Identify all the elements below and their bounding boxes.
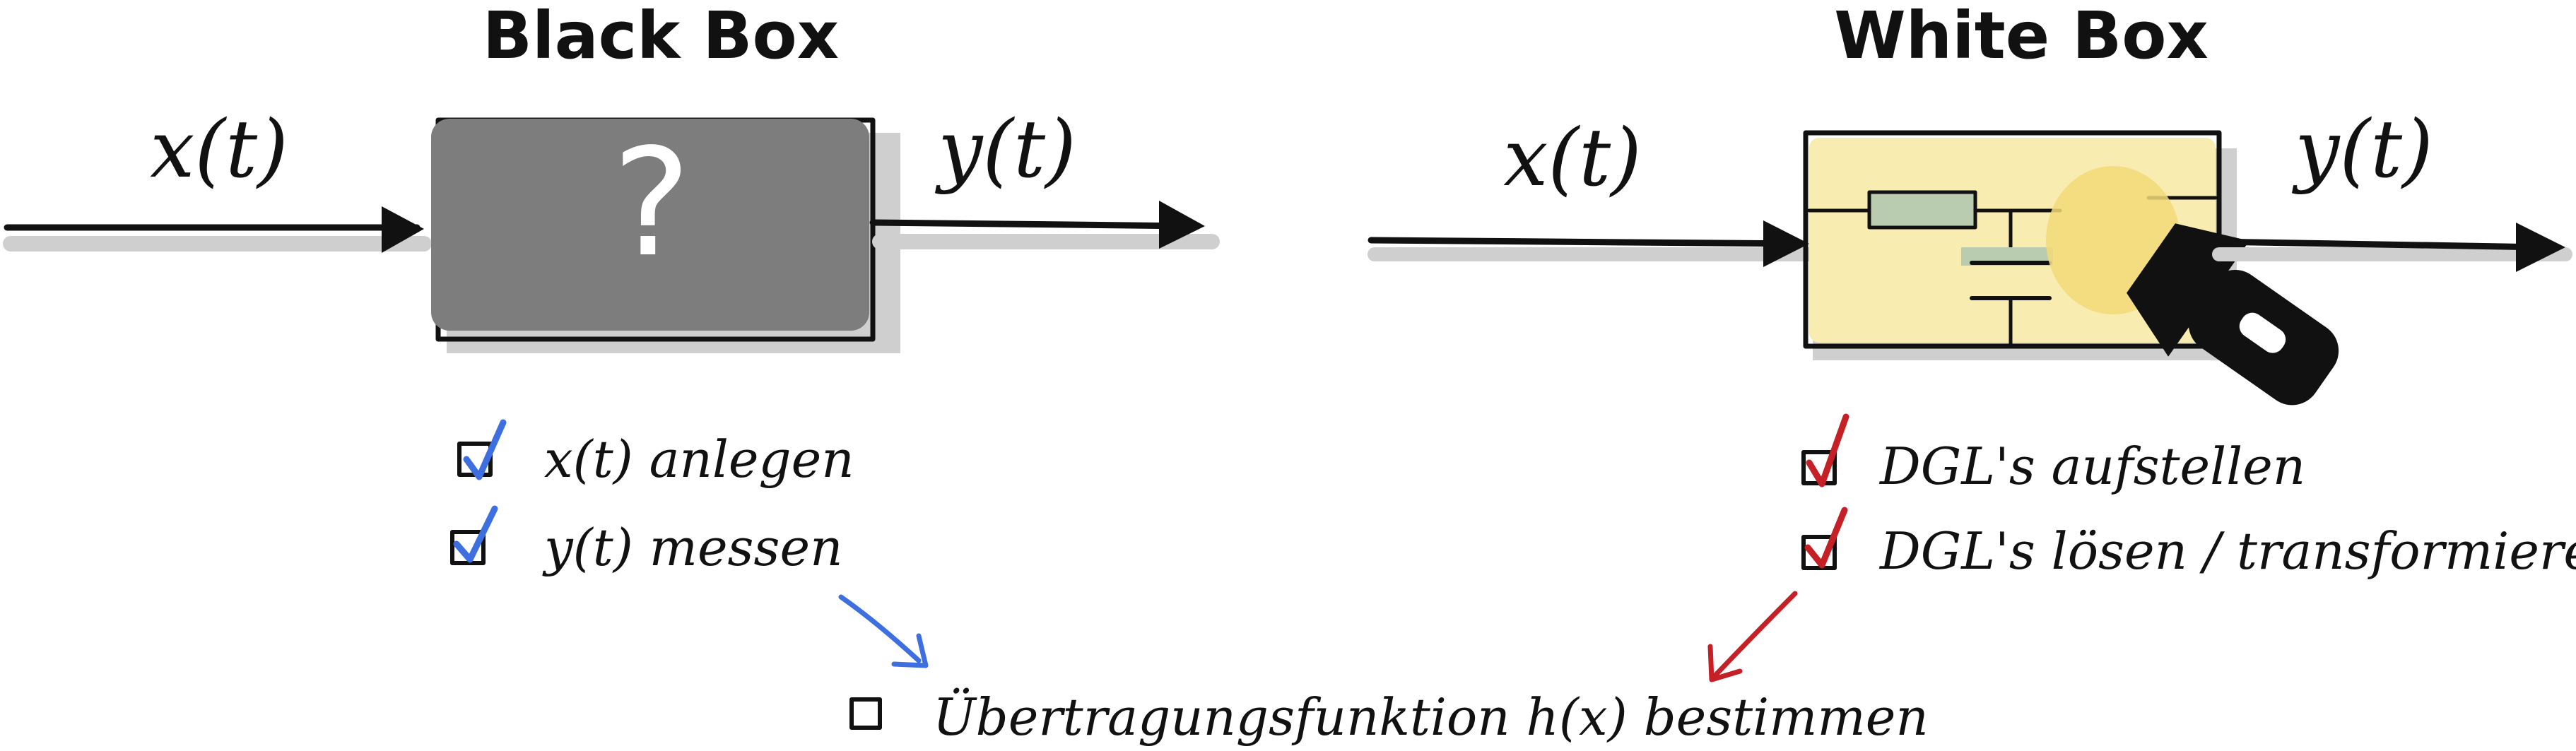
checkbox-icon	[450, 530, 486, 565]
checkbox-icon	[1801, 535, 1837, 570]
black-box-task-1-label: x(t) anlegen	[544, 430, 854, 489]
checkbox-icon	[849, 697, 882, 730]
checkmark-icon	[1806, 413, 1849, 487]
checkmark-icon	[463, 419, 507, 480]
black-box-input-arrowhead	[382, 206, 424, 253]
blue-pointer-arrowhead	[891, 633, 929, 668]
red-pointer-arrow	[1711, 591, 1798, 680]
white-box-group: White Box x(t)	[1368, 0, 2576, 682]
white-box-input-arrowhead	[1763, 220, 1809, 267]
white-box-output-arrow-line	[2212, 238, 2548, 251]
question-mark-icon: ?	[612, 117, 690, 290]
black-box-group: Black Box x(t) ? y(t) x(t) anlegen y(t) …	[3, 0, 1220, 668]
white-box-task-2: DGL's lösen / transformieren	[1801, 507, 2576, 581]
result-task-label: Übertragungsfunktion h(x) bestimmen	[933, 687, 1929, 747]
result-task: Übertragungsfunktion h(x) bestimmen	[849, 687, 1929, 747]
white-box-output-arrowhead	[2516, 223, 2565, 272]
black-box-output-label: y(t)	[934, 104, 1076, 196]
checkmark-icon	[453, 505, 498, 563]
white-box-output-label: y(t)	[2291, 104, 2433, 196]
white-box-task-2-label: DGL's lösen / transformieren	[1878, 521, 2576, 581]
resistor-fill	[1869, 192, 1975, 227]
black-box-task-2-label: y(t) messen	[542, 518, 842, 577]
black-box-task-1: x(t) anlegen	[457, 419, 854, 489]
circuit-drawing	[1807, 190, 2218, 348]
black-box-body	[431, 119, 869, 331]
white-box-task-1-label: DGL's aufstellen	[1878, 437, 2305, 496]
black-box-input-label: x(t)	[150, 104, 288, 196]
red-pointer-arrowhead	[1707, 644, 1743, 682]
checkmark-icon	[1804, 507, 1848, 569]
black-box-title: Black Box	[483, 0, 839, 73]
blue-pointer-arrow	[838, 594, 922, 663]
white-box-task-1: DGL's aufstellen	[1801, 413, 2305, 496]
black-box-task-2: y(t) messen	[450, 505, 842, 577]
black-box-output-arrowhead	[1159, 201, 1205, 249]
black-box-output-arrow-line	[869, 219, 1198, 230]
white-box-title: White Box	[1834, 0, 2209, 73]
white-box-input-arrow-line	[1368, 237, 1806, 247]
white-box-input-label: x(t)	[1503, 112, 1642, 204]
